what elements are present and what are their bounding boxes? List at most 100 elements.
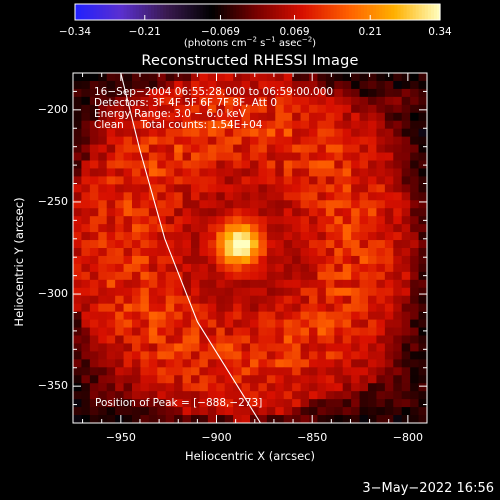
- heatmap-cell: [165, 216, 175, 225]
- heatmap-cell: [115, 287, 125, 297]
- heatmap-cell: [292, 343, 302, 352]
- heatmap-cell: [241, 224, 251, 233]
- heatmap-cell: [401, 311, 411, 321]
- colorbar-segment: [373, 4, 377, 20]
- colorbar-segment: [278, 4, 283, 20]
- heatmap-cell: [309, 144, 318, 154]
- heatmap-cell: [207, 240, 217, 249]
- heatmap-cell: [325, 391, 335, 400]
- heatmap-cell: [241, 399, 251, 408]
- heatmap-cell: [325, 375, 335, 384]
- heatmap-cell: [106, 287, 116, 297]
- heatmap-cell: [98, 200, 108, 209]
- heatmap-cell: [174, 152, 184, 161]
- heatmap-cell: [140, 407, 150, 416]
- heatmap-cell: [250, 96, 259, 106]
- heatmap-cell: [334, 208, 344, 217]
- heatmap-cell: [157, 343, 167, 352]
- heatmap-cell: [266, 327, 276, 336]
- heatmap-cell: [418, 279, 428, 289]
- heatmap-cell: [376, 168, 386, 177]
- heatmap-cell: [224, 255, 234, 265]
- heatmap-cell: [199, 279, 209, 289]
- heatmap-cell: [165, 351, 175, 360]
- heatmap-cell: [191, 295, 200, 305]
- heatmap-cell: [317, 88, 327, 98]
- heatmap-cell: [115, 96, 125, 106]
- limb-curve: [120, 72, 261, 424]
- heatmap-cell: [418, 73, 428, 82]
- heatmap-cell: [140, 391, 150, 400]
- heatmap-cell: [123, 263, 133, 273]
- heatmap-cell: [368, 152, 377, 161]
- heatmap-cell: [258, 176, 268, 185]
- heatmap-cell: [98, 192, 108, 201]
- heatmap-cell: [233, 96, 243, 106]
- heatmap-cell: [182, 192, 192, 201]
- heatmap-cell: [317, 73, 327, 82]
- heatmap-cell: [199, 88, 209, 98]
- heatmap-cell: [199, 399, 209, 408]
- heatmap-cell: [241, 160, 251, 169]
- heatmap-cell: [73, 303, 82, 313]
- heatmap-cell: [241, 184, 251, 193]
- heatmap-cell: [359, 303, 369, 313]
- heatmap-cell: [224, 271, 234, 281]
- heatmap-cell: [401, 255, 411, 265]
- heatmap-cell: [292, 120, 302, 130]
- heatmap-cell: [207, 335, 217, 344]
- heatmap-cell: [283, 351, 293, 360]
- heatmap-cell: [165, 343, 175, 352]
- heatmap-cell: [317, 152, 327, 161]
- heatmap-cell: [418, 263, 428, 273]
- colorbar-segment: [172, 4, 176, 20]
- heatmap-cell: [283, 263, 293, 273]
- heatmap-cell: [157, 407, 167, 416]
- heatmap-cell: [106, 73, 116, 82]
- heatmap-cell: [309, 176, 318, 185]
- heatmap-cell: [89, 367, 99, 376]
- heatmap-cell: [207, 120, 217, 130]
- heatmap-cell: [207, 88, 217, 98]
- heatmap-cell: [275, 391, 285, 400]
- heatmap-cell: [207, 232, 217, 241]
- heatmap-cell: [376, 208, 386, 217]
- heatmap-cell: [292, 176, 302, 185]
- heatmap-cell: [157, 383, 167, 392]
- heatmap-cell: [224, 343, 234, 352]
- heatmap-cell: [384, 136, 394, 146]
- heatmap-cell: [191, 88, 200, 98]
- heatmap-cell: [98, 359, 108, 368]
- heatmap-cell: [351, 184, 361, 193]
- heatmap-cell: [115, 248, 125, 257]
- heatmap-cell: [191, 287, 200, 297]
- heatmap-cell: [199, 104, 209, 114]
- heatmap-cell: [393, 279, 403, 289]
- heatmap-cell: [106, 88, 116, 98]
- heatmap-cell: [199, 144, 209, 154]
- heatmap-cell: [174, 120, 184, 130]
- heatmap-cell: [368, 383, 377, 392]
- heatmap-cell: [410, 208, 420, 217]
- heatmap-cell: [233, 295, 243, 305]
- heatmap-cell: [410, 136, 420, 146]
- heatmap-cell: [309, 80, 318, 90]
- heatmap-cell: [216, 391, 226, 400]
- heatmap-cell: [376, 271, 386, 281]
- heatmap-cell: [359, 120, 369, 130]
- heatmap-cell: [393, 176, 403, 185]
- heatmap-cell: [300, 263, 310, 273]
- heatmap-cell: [106, 407, 116, 416]
- heatmap-cell: [376, 240, 386, 249]
- heatmap-cell: [207, 128, 217, 138]
- heatmap-cell: [73, 152, 82, 161]
- heatmap-cell: [81, 399, 91, 408]
- heatmap-cell: [351, 73, 361, 82]
- heatmap-cell: [98, 240, 108, 249]
- heatmap-cell: [292, 359, 302, 368]
- heatmap-cell: [140, 271, 150, 281]
- heatmap-cell: [123, 343, 133, 352]
- heatmap-cell: [140, 383, 150, 392]
- heatmap-cell: [216, 112, 226, 122]
- heatmap-cell: [233, 152, 243, 161]
